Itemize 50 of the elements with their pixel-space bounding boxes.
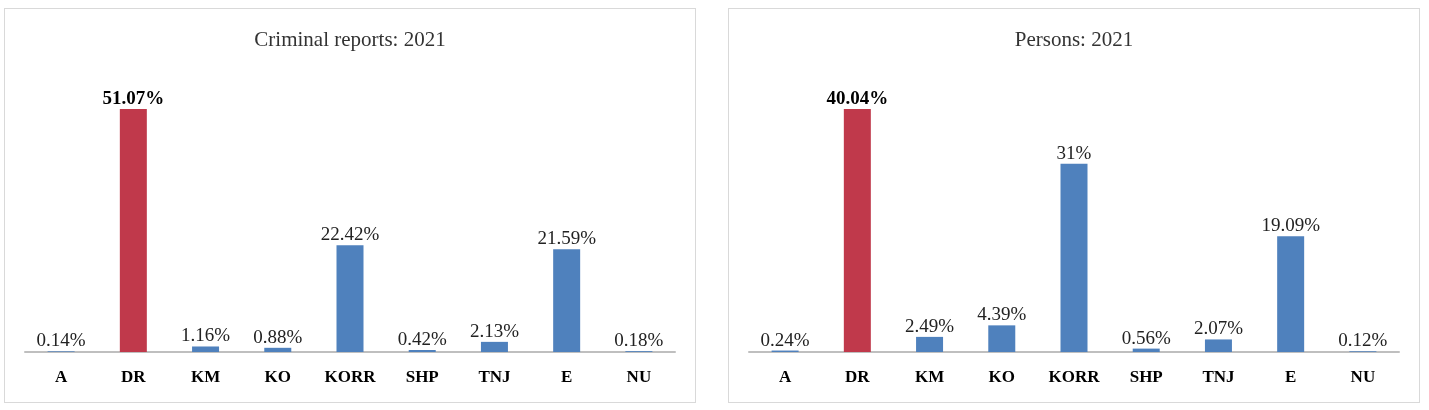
x-tick-label: KO: [988, 367, 1015, 386]
bar: [336, 245, 364, 352]
bar: [916, 336, 944, 352]
chart-title: Criminal reports: 2021: [254, 26, 446, 51]
bar: [1204, 339, 1232, 352]
data-label: 0.18%: [614, 329, 664, 351]
bar: [1060, 163, 1088, 352]
bar: [553, 249, 581, 352]
data-label: 40.04%: [826, 87, 889, 108]
data-label: 31%: [1056, 141, 1092, 163]
x-tick-label: SHP: [1129, 367, 1163, 386]
data-label: 4.39%: [977, 303, 1027, 325]
data-label: 2.13%: [469, 319, 520, 341]
chart-title: Persons: 2021: [1014, 26, 1134, 51]
x-tick-label: KO: [264, 367, 291, 386]
x-tick-label: NU: [1350, 367, 1376, 386]
x-tick-label: A: [778, 367, 792, 386]
bar: [192, 346, 220, 352]
x-tick-label: TNJ: [478, 367, 511, 386]
bar: [988, 325, 1016, 352]
data-label: 2.49%: [905, 314, 955, 336]
x-tick-label: KM: [914, 367, 945, 386]
data-label: 2.07%: [1193, 317, 1244, 339]
x-tick-label: A: [54, 367, 68, 386]
data-label: 0.24%: [760, 328, 810, 350]
x-tick-label: DR: [845, 367, 871, 386]
data-label: 0.88%: [253, 325, 303, 347]
x-tick-label: SHP: [405, 367, 439, 386]
data-label: 0.14%: [36, 329, 86, 351]
x-tick-label: KM: [190, 367, 221, 386]
data-label: 21.59%: [537, 227, 597, 249]
x-tick-label: TNJ: [1202, 367, 1235, 386]
x-tick-label: DR: [121, 367, 147, 386]
x-tick-label: E: [560, 367, 573, 386]
data-label: 19.09%: [1261, 214, 1321, 236]
x-tick-label: E: [1284, 367, 1297, 386]
x-tick-label: KORR: [324, 367, 377, 386]
data-label: 0.12%: [1338, 329, 1388, 351]
data-label: 0.42%: [397, 328, 447, 349]
bar: [264, 347, 292, 352]
x-tick-label: NU: [626, 367, 652, 386]
bar: [843, 109, 871, 352]
data-label: 1.16%: [181, 324, 231, 346]
bar: [480, 341, 508, 352]
bar: [1277, 236, 1305, 352]
bar: [119, 109, 147, 352]
data-label: 0.56%: [1121, 326, 1171, 348]
data-label: 51.07%: [102, 87, 165, 108]
x-tick-label: KORR: [1048, 367, 1101, 386]
data-label: 22.42%: [320, 223, 380, 245]
